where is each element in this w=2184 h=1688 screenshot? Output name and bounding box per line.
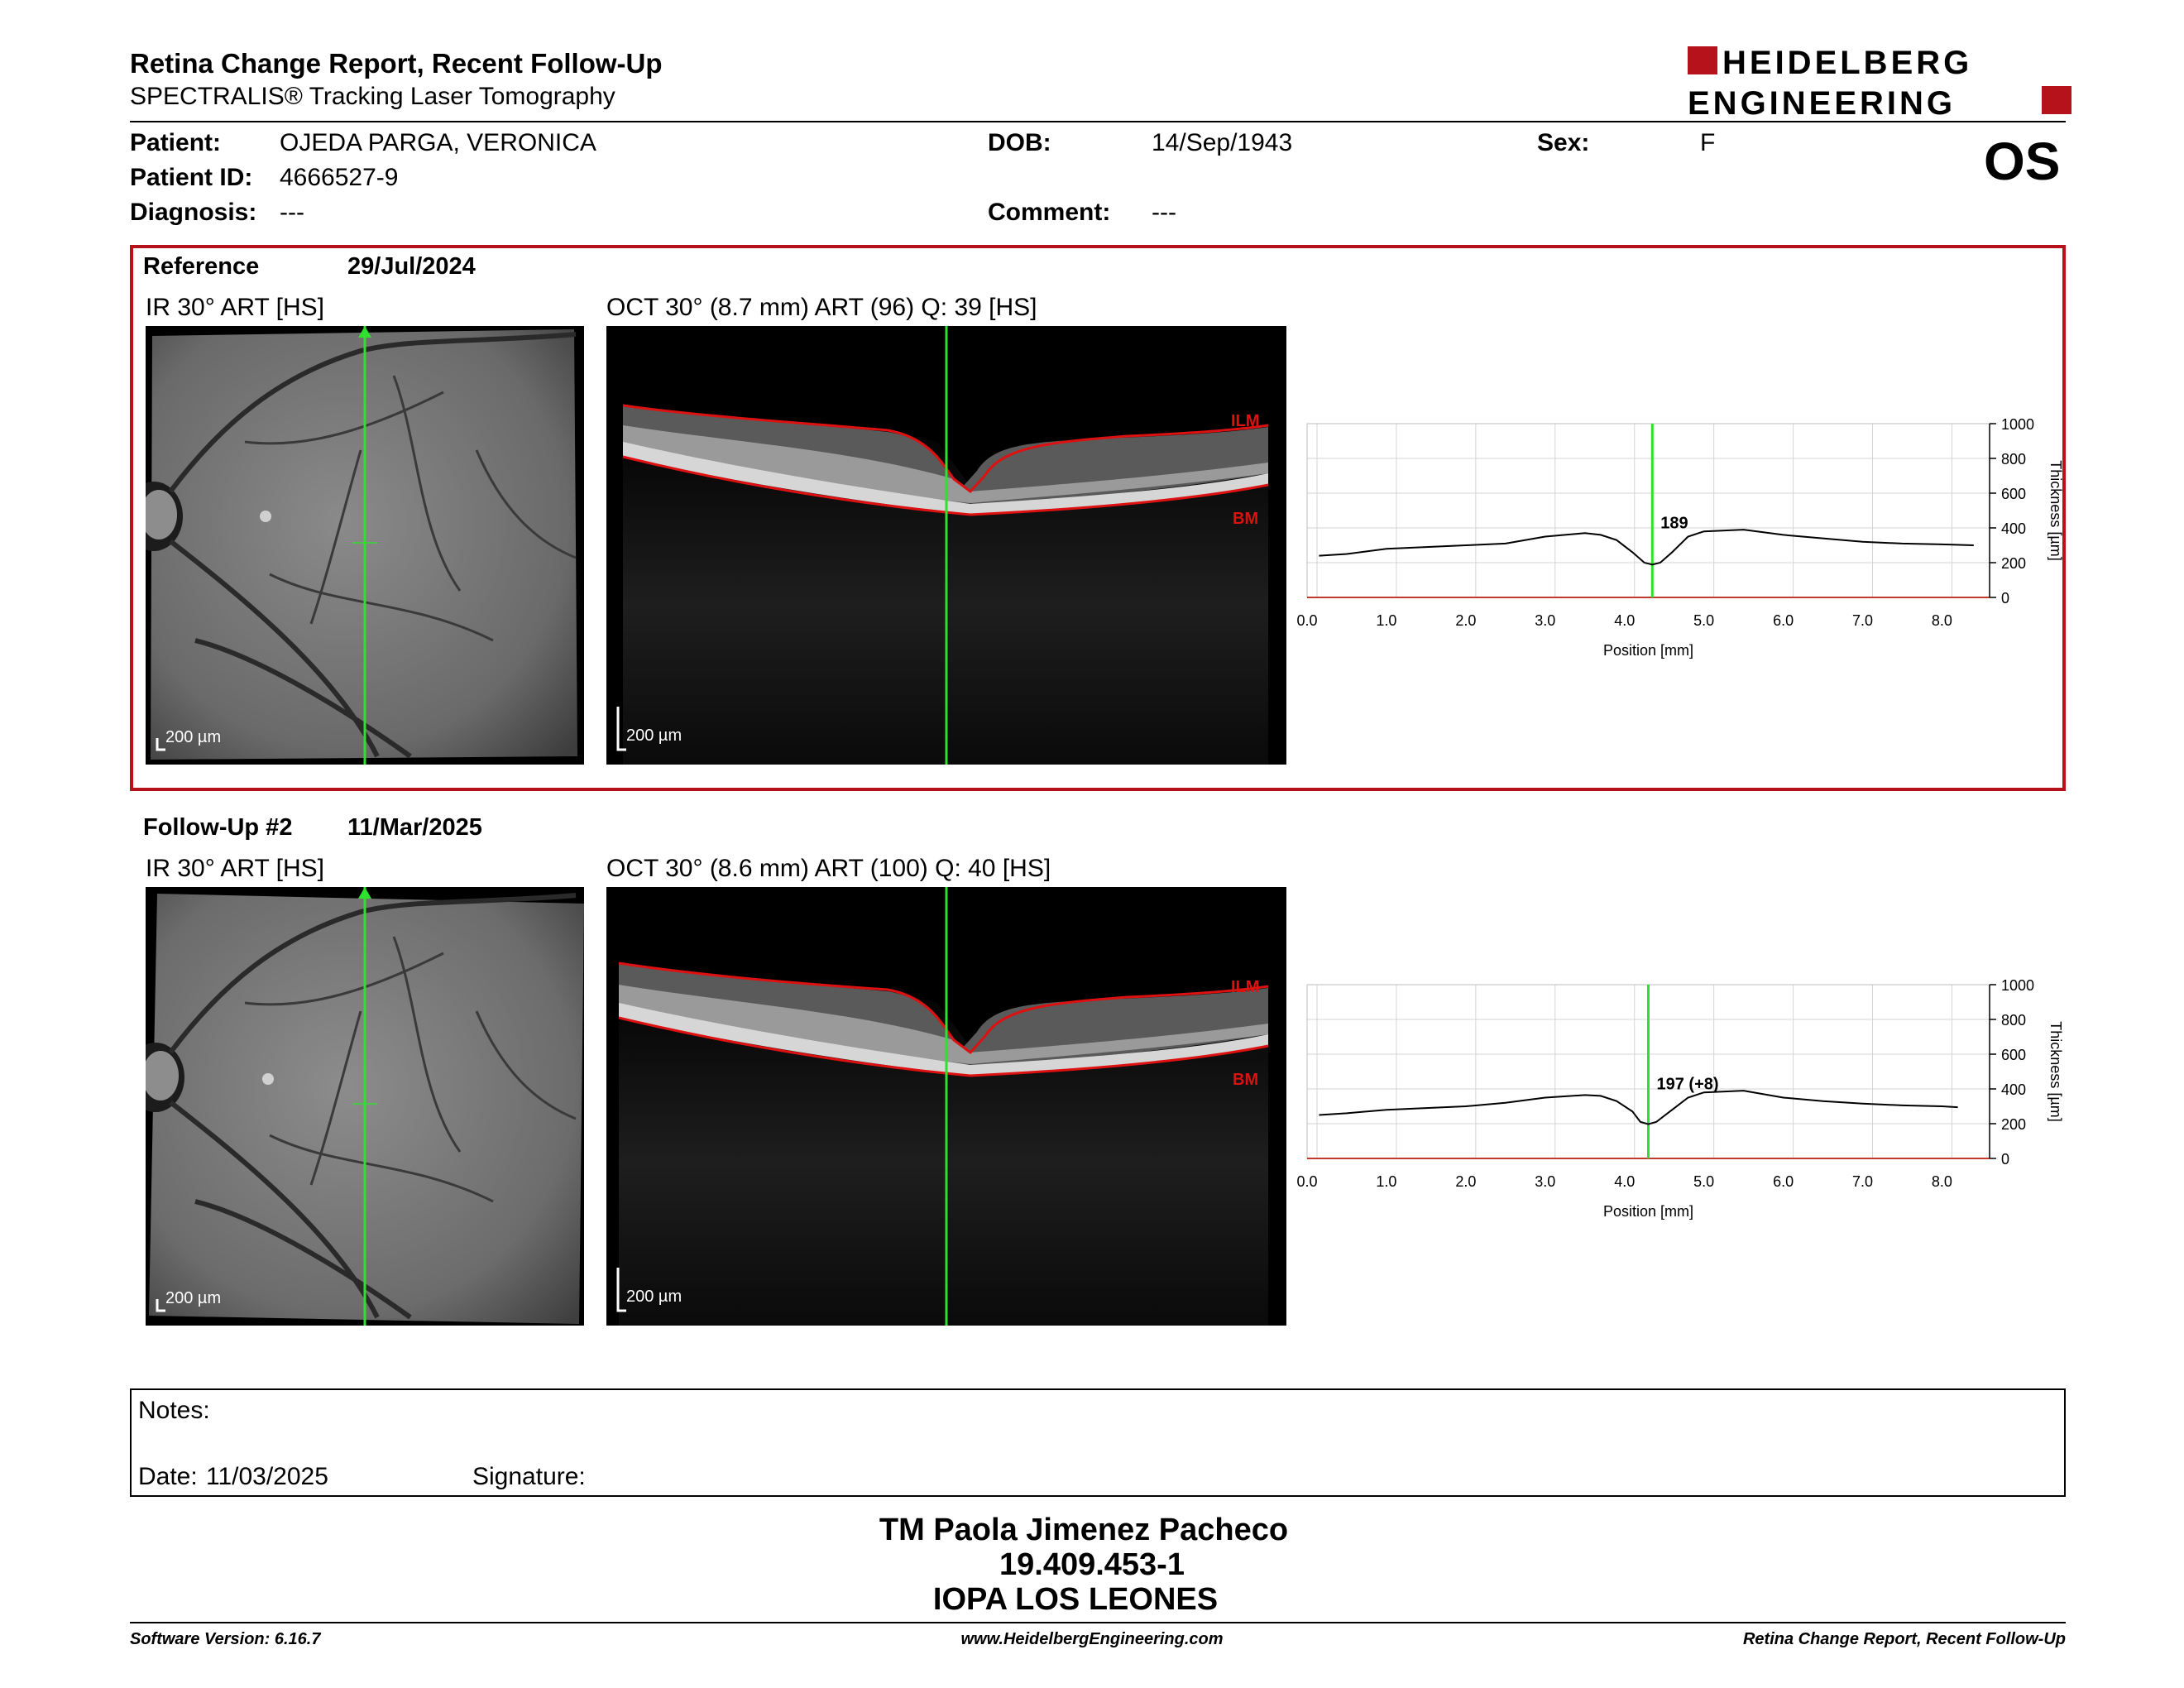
footer-report-name: Retina Change Report, Recent Follow-Up xyxy=(1742,1630,2066,1648)
x-tick-label: 2.0 xyxy=(1455,612,1476,629)
x-tick-label: 1.0 xyxy=(1376,1173,1396,1190)
x-tick-label: 2.0 xyxy=(1455,1173,1476,1190)
x-tick-label: 6.0 xyxy=(1773,1173,1794,1190)
reference-ilm-label: ILM xyxy=(1231,412,1260,430)
followup-thickness-chart: 0 200 400 600 800 1000 0.0 1.0 2.0 3.0 4.0 5.0 6.0 7.… xyxy=(1296,977,2064,1220)
y-tick-label: 0 xyxy=(2001,1151,2009,1168)
y-tick-label: 0 xyxy=(2001,590,2009,607)
logo-text-line2: ENGINEERING xyxy=(1688,85,1956,119)
x-tick-label: 1.0 xyxy=(1376,612,1396,629)
reference-thickness-chart: 0 200 400 600 800 1000 0.0 1.0 2.0 3.0 4.0 5.0 6.0 7.… xyxy=(1296,416,2064,659)
followup-oct-image: ILM BM 200 µm xyxy=(606,887,1286,1326)
heidelberg-logo: HEIDELBERG ENGINEERING xyxy=(1688,45,2071,119)
followup-label: Follow-Up #2 xyxy=(143,814,293,841)
followup-date: 11/Mar/2025 xyxy=(347,814,482,841)
thickness-series-line xyxy=(1319,529,1974,566)
followup-ir-scale-label: 200 µm xyxy=(165,1289,222,1307)
y-tick-label: 400 xyxy=(2001,1081,2026,1098)
notes-date: 11/03/2025 xyxy=(206,1463,328,1490)
notes-box: Notes: Date: 11/03/2025 Signature: xyxy=(130,1388,2066,1497)
patient-id-label: Patient ID: xyxy=(130,164,253,191)
diagnosis-value: --- xyxy=(280,199,304,226)
y-tick-label: 1000 xyxy=(2001,416,2034,433)
x-tick-label: 3.0 xyxy=(1535,1173,1555,1190)
x-tick-label: 5.0 xyxy=(1693,1173,1714,1190)
y-axis-label: Thickness [µm] xyxy=(2048,460,2064,560)
y-axis-label: Thickness [µm] xyxy=(2048,1021,2064,1121)
x-tick-label: 5.0 xyxy=(1693,612,1714,629)
thickness-series-line xyxy=(1319,1090,1958,1125)
comment-label: Comment: xyxy=(988,199,1111,226)
x-axis-label: Position [mm] xyxy=(1603,642,1693,659)
followup-oct-caption: OCT 30° (8.6 mm) ART (100) Q: 40 [HS] xyxy=(606,855,1051,882)
reference-ir-scale-label: 200 µm xyxy=(165,728,222,746)
reference-ir-image: 200 µm xyxy=(146,326,584,765)
thickness-annotation: 197 (+8) xyxy=(1657,1075,1719,1093)
comment-value: --- xyxy=(1152,199,1176,226)
y-tick-label: 600 xyxy=(2001,1047,2026,1063)
thickness-annotation: 189 xyxy=(1660,514,1688,532)
notes-date-label: Date: xyxy=(138,1463,198,1490)
reference-label: Reference xyxy=(143,253,260,280)
y-tick-label: 800 xyxy=(2001,1012,2026,1029)
software-version: Software Version: 6.16.7 xyxy=(130,1630,321,1648)
x-tick-label: 4.0 xyxy=(1614,612,1635,629)
reference-oct-scale-label: 200 µm xyxy=(626,727,682,745)
plot-frame xyxy=(1306,423,1990,598)
x-tick-label: 6.0 xyxy=(1773,612,1794,629)
followup-bm-label: BM xyxy=(1233,1071,1259,1089)
report-subtitle: SPECTRALIS® Tracking Laser Tomography xyxy=(130,83,615,110)
reference-oct-image: ILM BM 200 µm xyxy=(606,326,1286,765)
notes-label: Notes: xyxy=(138,1397,210,1424)
y-tick-label: 800 xyxy=(2001,451,2026,468)
followup-ir-image: 200 µm xyxy=(146,887,584,1326)
logo-text-line1: HEIDELBERG xyxy=(1722,45,1972,81)
patient-id: 4666527-9 xyxy=(280,164,399,191)
signer-name: TM Paola Jimenez Pacheco xyxy=(879,1513,1289,1547)
header-divider xyxy=(130,121,2066,122)
sex-value: F xyxy=(1700,129,1716,156)
x-tick-label: 0.0 xyxy=(1296,612,1317,629)
reference-bm-label: BM xyxy=(1233,510,1259,528)
dob-value: 14/Sep/1943 xyxy=(1152,129,1293,156)
x-tick-label: 4.0 xyxy=(1614,1173,1635,1190)
patient-name: OJEDA PARGA, VERONICA xyxy=(280,129,596,156)
x-tick-label: 8.0 xyxy=(1932,1173,1952,1190)
y-tick-label: 600 xyxy=(2001,486,2026,502)
dob-label: DOB: xyxy=(988,129,1051,156)
x-axis-label: Position [mm] xyxy=(1603,1203,1693,1220)
signer-institution: IOPA LOS LEONES xyxy=(932,1582,1219,1617)
reference-ir-caption: IR 30° ART [HS] xyxy=(146,294,324,321)
x-tick-label: 8.0 xyxy=(1932,612,1952,629)
footer-divider xyxy=(130,1622,2066,1623)
sex-label: Sex: xyxy=(1537,129,1590,156)
reference-oct-caption: OCT 30° (8.7 mm) ART (96) Q: 39 [HS] xyxy=(606,294,1037,321)
x-tick-label: 7.0 xyxy=(1852,1173,1873,1190)
reference-date: 29/Jul/2024 xyxy=(347,253,476,280)
eye-indicator: OS xyxy=(1984,132,2061,191)
x-tick-label: 7.0 xyxy=(1852,612,1873,629)
followup-ilm-label: ILM xyxy=(1231,978,1260,996)
followup-ir-caption: IR 30° ART [HS] xyxy=(146,855,324,882)
x-tick-label: 3.0 xyxy=(1535,612,1555,629)
reference-highlight-box xyxy=(130,245,2066,791)
followup-oct-scale-label: 200 µm xyxy=(626,1288,682,1306)
y-tick-label: 200 xyxy=(2001,1116,2026,1133)
patient-label: Patient: xyxy=(130,129,222,156)
signer-id: 19.409.453-1 xyxy=(999,1547,1185,1582)
website-link[interactable]: www.HeidelbergEngineering.com xyxy=(960,1630,1224,1648)
x-tick-label: 0.0 xyxy=(1296,1173,1317,1190)
report-title: Retina Change Report, Recent Follow-Up xyxy=(130,48,663,79)
y-tick-label: 400 xyxy=(2001,520,2026,537)
diagnosis-label: Diagnosis: xyxy=(130,199,257,226)
y-tick-label: 200 xyxy=(2001,555,2026,572)
signature-label: Signature: xyxy=(472,1463,586,1490)
y-tick-label: 1000 xyxy=(2001,977,2034,994)
